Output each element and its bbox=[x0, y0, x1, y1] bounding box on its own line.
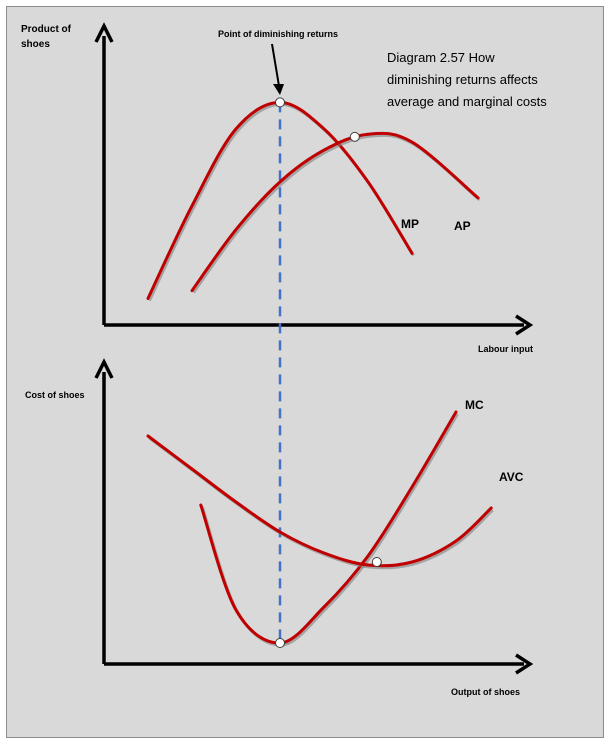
annotation-arrow bbox=[271, 43, 284, 95]
curve-ap bbox=[190, 131, 480, 293]
series-label-mp: MP bbox=[401, 217, 419, 231]
caption-line2: diminishing returns affects bbox=[387, 72, 538, 87]
marker-mc-avc bbox=[371, 557, 382, 567]
bottom-x-axis-arrowhead bbox=[515, 653, 534, 675]
annotation-label: Point of diminishing returns bbox=[218, 29, 338, 39]
top-x-axis-arrowhead bbox=[515, 314, 534, 336]
curve-avc bbox=[146, 434, 493, 568]
top-ylabel-line1: Product of bbox=[21, 24, 72, 35]
top-ylabel-line2: shoes bbox=[21, 39, 50, 50]
top-y-axis-arrowhead bbox=[94, 22, 114, 43]
bottom-xlabel: Output of shoes bbox=[451, 687, 520, 697]
caption-line3: average and marginal costs bbox=[387, 94, 547, 109]
curve-mc bbox=[199, 410, 458, 645]
caption-line1: Diagram 2.57 How bbox=[387, 50, 495, 65]
marker-point-of-diminishing-returns bbox=[275, 97, 285, 108]
marker-mc-min bbox=[275, 638, 285, 648]
top-xlabel: Labour input bbox=[478, 344, 533, 354]
marker-mp-ap bbox=[349, 131, 360, 142]
series-label-avc: AVC bbox=[499, 470, 524, 484]
curve-shadow-avc bbox=[148, 436, 494, 570]
curve-shadow-mc bbox=[200, 413, 459, 647]
bottom-ylabel: Cost of shoes bbox=[25, 390, 85, 400]
series-label-ap: AP bbox=[454, 219, 471, 233]
bottom-axes bbox=[94, 358, 534, 675]
series-label-mc: MC bbox=[465, 398, 484, 412]
curve-mp bbox=[146, 100, 414, 300]
bottom-y-axis-arrowhead bbox=[94, 358, 114, 379]
top-axes bbox=[94, 22, 534, 336]
